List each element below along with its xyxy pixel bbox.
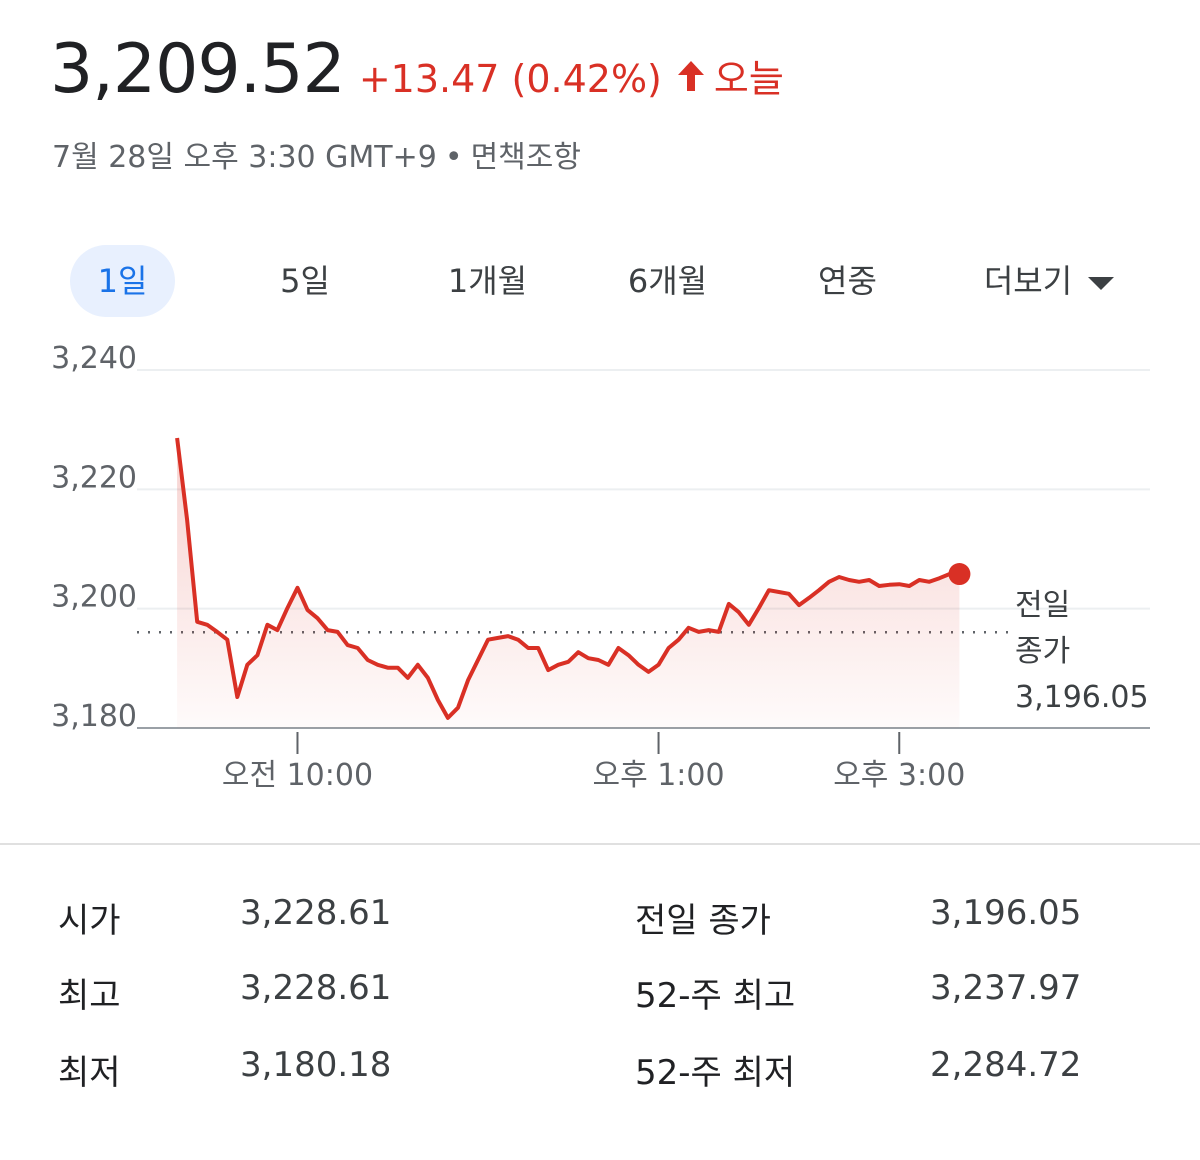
price-line — [175, 437, 960, 720]
timestamp-line: 7월 28일 오후 3:30 GMT+9 • 면책조항 — [52, 132, 589, 176]
range-tab[interactable]: 1개월 — [420, 245, 555, 317]
stat-value: 3,228.61 — [240, 968, 392, 1008]
stat-value: 3,228.61 — [240, 893, 392, 933]
y-tick-label: 3,180 — [51, 699, 137, 734]
tab-label: 연중 — [818, 262, 877, 300]
stat-label: 최저 — [58, 1053, 121, 1093]
period-label: 오늘 — [713, 57, 784, 101]
tab-label: 6개월 — [627, 262, 708, 300]
stat-label: 52-주 최저 — [635, 1053, 796, 1093]
range-tab[interactable]: 연중 — [780, 245, 915, 317]
stat-label: 52-주 최고 — [635, 976, 796, 1016]
stat-label: 시가 — [58, 901, 121, 941]
x-tick-label: 오후 3:00 — [833, 758, 965, 793]
chart: 3,180 3,200 3,220 3,240 오전 10:00 오후 1:00 오후 3:… — [51, 341, 1150, 793]
x-tick-label: 오전 10:00 — [222, 758, 373, 793]
tab-label: 5일 — [280, 262, 330, 300]
range-tab[interactable]: 1일 — [70, 245, 175, 317]
range-tab[interactable]: 6개월 — [600, 245, 735, 317]
stat-label: 전일 종가 — [635, 901, 771, 941]
quote-header: 3,209.52 +13.47 (0.42%) 오늘 — [50, 30, 784, 109]
tab-label: 1일 — [97, 262, 148, 300]
up-arrow-icon — [677, 60, 704, 91]
stat-value: 3,196.05 — [930, 893, 1082, 933]
x-tick-label: 오후 1:00 — [592, 758, 724, 793]
range-tabs: 1일 5일 1개월 6개월 연중 더보기 — [0, 245, 1200, 317]
range-tab[interactable]: 5일 — [240, 245, 370, 317]
separator: • — [444, 140, 463, 175]
disclaimer-link[interactable]: 면책조항 — [470, 140, 581, 175]
y-tick-label: 3,200 — [51, 580, 137, 615]
y-tick-label: 3,220 — [51, 460, 137, 495]
y-tick-label: 3,240 — [51, 341, 137, 376]
stat-value: 3,180.18 — [240, 1045, 392, 1085]
price: 3,209.52 — [50, 30, 346, 109]
stat-value: 2,284.72 — [930, 1045, 1082, 1085]
dropdown-icon — [1088, 277, 1115, 290]
price-change: +13.47 (0.42%) — [358, 57, 662, 101]
reference-label: 종가 — [1015, 634, 1070, 669]
tab-label: 더보기 — [983, 262, 1073, 300]
divider — [0, 843, 1200, 845]
stat-value: 3,237.97 — [930, 968, 1082, 1008]
stat-label: 최고 — [58, 976, 121, 1016]
timestamp: 7월 28일 오후 3:30 GMT+9 — [52, 140, 437, 175]
reference-label: 전일 — [1015, 588, 1070, 623]
area — [177, 438, 960, 728]
last-point — [948, 563, 971, 586]
more-dropdown[interactable]: 더보기 — [955, 245, 1145, 317]
tab-label: 1개월 — [447, 262, 528, 300]
reference-value: 3,196.05 — [1015, 680, 1149, 715]
